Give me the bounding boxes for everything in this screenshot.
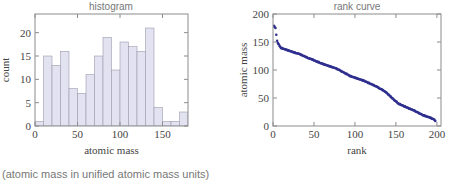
x-tick [354, 122, 355, 126]
x-tick-top [35, 14, 36, 18]
y-tick-right [437, 70, 441, 71]
x-tick-label: 50 [72, 128, 84, 140]
y-tick-right [184, 56, 188, 57]
histogram-bar [154, 107, 163, 126]
x-tick-label: 150 [388, 128, 405, 140]
y-tick [35, 126, 39, 127]
scatter-point [275, 33, 278, 36]
chart-title: rank curve [334, 1, 381, 12]
y-tick-label: 15 [20, 50, 32, 62]
y-tick-label: 100 [253, 64, 270, 76]
plot-marks [273, 24, 437, 122]
y-tick [35, 102, 39, 103]
histogram-bar [146, 28, 155, 126]
x-axis-label: atomic mass [84, 144, 139, 156]
x-tick-top [273, 14, 274, 18]
y-axis-label: atomic mass [237, 43, 249, 98]
x-tick [313, 122, 314, 126]
y-tick-label: 20 [20, 27, 32, 39]
x-axis-label: rank [347, 144, 367, 156]
x-tick-top [162, 14, 163, 18]
scatter-point [434, 120, 437, 123]
histogram-bar [95, 56, 104, 126]
caption: (atomic mass in unified atomic mass unit… [2, 168, 209, 180]
x-tick-label: 100 [112, 128, 129, 140]
x-tick-top [395, 14, 396, 18]
y-tick [35, 56, 39, 57]
histogram-bar [86, 75, 95, 126]
x-tick [120, 122, 121, 126]
y-tick-label: 150 [253, 36, 270, 48]
plot-frame [273, 14, 441, 126]
x-tick-label: 0 [270, 128, 276, 140]
x-tick [395, 122, 396, 126]
y-tick-label: 0 [264, 120, 270, 132]
y-tick-right [184, 79, 188, 80]
x-tick [273, 122, 274, 126]
histogram-bar [35, 121, 44, 126]
x-tick-label: 100 [347, 128, 364, 140]
x-tick-top [354, 14, 355, 18]
y-tick-label: 0 [26, 120, 32, 132]
histogram-bar [120, 42, 129, 126]
histogram-bar [69, 89, 78, 126]
y-tick [35, 79, 39, 80]
histogram-bar [112, 70, 121, 126]
y-tick-right [437, 14, 441, 15]
y-tick-right [437, 126, 441, 127]
y-tick-label: 200 [253, 8, 270, 20]
histogram-bar [103, 37, 112, 126]
chart-root: 0 50 100 150 0 5 10 15 20 histogram atomic mass cou… [0, 0, 451, 184]
plot-frame [35, 14, 188, 126]
histogram-bar [180, 112, 189, 126]
plot-marks [35, 28, 188, 126]
y-axis-label: count [0, 58, 11, 82]
x-tick-label: 50 [308, 128, 320, 140]
histogram-bar [61, 51, 70, 126]
histogram-bar [163, 121, 172, 126]
histogram-bar [171, 121, 180, 126]
chart-title: histogram [89, 1, 133, 12]
x-tick [35, 122, 36, 126]
y-tick-label: 50 [258, 92, 270, 104]
y-tick [273, 14, 277, 15]
y-tick-right [437, 98, 441, 99]
y-tick [273, 70, 277, 71]
y-tick-label: 10 [20, 73, 32, 85]
x-tick-top [436, 14, 437, 18]
histogram-bar [52, 65, 61, 126]
histogram-bar [137, 51, 146, 126]
y-tick-right [437, 42, 441, 43]
y-tick [273, 42, 277, 43]
y-tick [273, 98, 277, 99]
x-tick-top [77, 14, 78, 18]
x-tick [162, 122, 163, 126]
y-tick-label: 5 [26, 97, 32, 109]
x-tick-top [313, 14, 314, 18]
x-tick-label: 150 [154, 128, 171, 140]
y-tick-right [184, 102, 188, 103]
y-tick [273, 126, 277, 127]
histogram-bar [44, 56, 53, 126]
y-tick-right [184, 126, 188, 127]
x-tick-label: 200 [429, 128, 446, 140]
x-tick [77, 122, 78, 126]
x-tick-label: 0 [32, 128, 38, 140]
histogram-bar [78, 93, 87, 126]
y-tick-right [184, 32, 188, 33]
x-tick [436, 122, 437, 126]
scatter-point [274, 27, 277, 30]
histogram-bar [129, 47, 138, 126]
x-tick-top [120, 14, 121, 18]
y-tick [35, 32, 39, 33]
